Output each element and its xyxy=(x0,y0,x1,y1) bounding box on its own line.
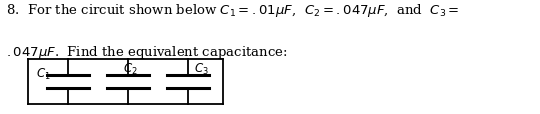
Text: $C_3$: $C_3$ xyxy=(194,61,208,76)
Text: $C_2$: $C_2$ xyxy=(123,61,138,76)
Text: $C_1$: $C_1$ xyxy=(36,67,50,82)
Text: 8.  For the circuit shown below $C_1 = .01\mu F$,  $C_2 = .047\mu F$,  and  $C_3: 8. For the circuit shown below $C_1 = .0… xyxy=(6,2,460,19)
Text: $.047\mu F$.  Find the equivalent capacitance:: $.047\mu F$. Find the equivalent capacit… xyxy=(6,43,287,60)
